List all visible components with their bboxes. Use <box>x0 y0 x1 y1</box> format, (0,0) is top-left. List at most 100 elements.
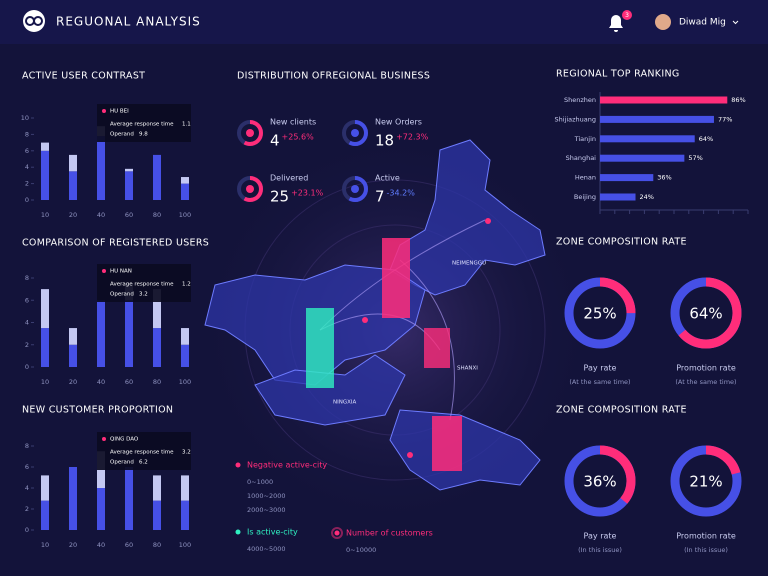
x-tick-label: 10 <box>41 378 49 386</box>
donut-value <box>564 277 636 349</box>
donut-note: (At the same time) <box>569 378 630 386</box>
kpi-icon-arc <box>342 120 368 146</box>
bar-segment <box>69 344 77 367</box>
y-tick-label: 2 <box>25 180 29 188</box>
kpi-icon-core <box>246 185 254 193</box>
category-label: Tianjin <box>574 135 596 143</box>
x-tick-label: 60 <box>125 541 133 549</box>
donut-caption: Promotion rate <box>676 532 736 541</box>
donut-caption: Pay rate <box>584 532 617 541</box>
avatar[interactable] <box>655 14 671 30</box>
x-tick-label: 40 <box>97 211 105 219</box>
legend-label: Is active-city <box>247 528 298 537</box>
y-tick-label: 6 <box>25 147 29 155</box>
kpi-icon-core <box>351 129 359 137</box>
y-tick-label: 8 <box>25 274 29 282</box>
legend-range: 0~1000 <box>247 478 273 486</box>
value-label: 24% <box>640 193 654 201</box>
city-dot <box>407 452 413 458</box>
panel-title: ACTIVE USER CONTRAST <box>22 71 145 82</box>
panel-title: NEW CUSTOMER PROPORTION <box>22 405 173 416</box>
bar-segment <box>181 183 189 200</box>
bar-segment <box>41 328 49 367</box>
y-tick-label: 8 <box>25 442 29 450</box>
legend-dot <box>235 529 241 535</box>
tooltip-title: QING DAO <box>110 437 139 443</box>
donut-label: 36% <box>583 473 616 491</box>
panel-title: ZONE COMPOSITION RATE <box>556 405 687 416</box>
tooltip-value: 1.1 <box>182 122 191 128</box>
y-tick-label: 0 <box>25 526 29 534</box>
bar-segment <box>69 328 77 345</box>
tooltip-title: HU BEI <box>110 109 129 115</box>
city-dot <box>485 218 491 224</box>
x-tick-label: 80 <box>153 211 161 219</box>
dropdown-caret[interactable] <box>732 20 739 25</box>
bar <box>600 174 654 182</box>
tooltip-label: Average response time <box>110 122 174 128</box>
y-tick-label: 4 <box>25 163 29 171</box>
bar-segment <box>97 136 105 200</box>
map-label: NEIMENGGU <box>452 261 486 267</box>
y-tick-label: 10 <box>21 114 29 122</box>
tooltip-dot <box>102 269 106 273</box>
region <box>389 409 541 491</box>
value-label: 36% <box>657 174 671 182</box>
bar-segment <box>69 171 77 200</box>
bell-icon[interactable] <box>609 15 623 32</box>
y-tick-label: 2 <box>25 341 29 349</box>
bar-segment <box>41 142 49 151</box>
kpi-icon-arc <box>237 176 263 202</box>
kpi-change: +23.1% <box>291 189 324 198</box>
bar-segment <box>69 154 77 172</box>
kpi-label: New Orders <box>375 118 422 127</box>
tooltip-value: 9.8 <box>139 132 148 138</box>
tooltip-value: 3.2 <box>182 450 191 456</box>
donut-note: (At the same time) <box>675 378 736 386</box>
bar-segment <box>41 500 49 530</box>
donut-value <box>670 277 742 349</box>
kpi-value: 18 <box>375 132 394 150</box>
bar <box>600 154 685 162</box>
app-title: REGUONAL ANALYSIS <box>56 15 201 29</box>
x-tick-label: 20 <box>69 378 77 386</box>
bar <box>600 135 695 143</box>
x-tick-label: 10 <box>41 211 49 219</box>
bar-segment <box>125 300 133 367</box>
column <box>382 238 410 318</box>
notification-count: 3 <box>625 12 629 19</box>
kpi-label: New clients <box>270 118 316 127</box>
y-tick-label: 6 <box>25 296 29 304</box>
map-label: SHANXI <box>457 366 478 372</box>
tooltip-label: Average response time <box>110 282 174 288</box>
panel-title: ZONE COMPOSITION RATE <box>556 237 687 248</box>
kpi-value: 25 <box>270 188 289 206</box>
x-tick-label: 80 <box>153 541 161 549</box>
column <box>432 416 462 471</box>
x-tick-label: 80 <box>153 378 161 386</box>
value-label: 64% <box>699 135 713 143</box>
bar-segment <box>153 475 161 501</box>
bar <box>600 115 714 123</box>
donut-note: (In this issue) <box>578 546 622 554</box>
y-tick-label: 8 <box>25 130 29 138</box>
donut-label: 21% <box>689 473 722 491</box>
tooltip-title: HU NAN <box>110 269 132 275</box>
bar-segment <box>125 171 133 200</box>
y-tick-label: 0 <box>25 196 29 204</box>
x-tick-label: 60 <box>125 211 133 219</box>
legend-ring <box>331 527 343 539</box>
notification-badge <box>622 10 632 20</box>
header-bar <box>0 0 768 44</box>
column <box>424 328 450 368</box>
kpi-icon-arc <box>237 120 263 146</box>
tooltip <box>97 104 191 142</box>
category-label: Henan <box>575 174 596 182</box>
bar-segment <box>97 300 105 367</box>
user-name[interactable]: Diwad Mig <box>679 18 726 28</box>
x-tick-label: 20 <box>69 541 77 549</box>
donut-note: (In this issue) <box>684 546 728 554</box>
kpi-change: +25.6% <box>282 133 315 142</box>
y-tick-label: 4 <box>25 484 29 492</box>
